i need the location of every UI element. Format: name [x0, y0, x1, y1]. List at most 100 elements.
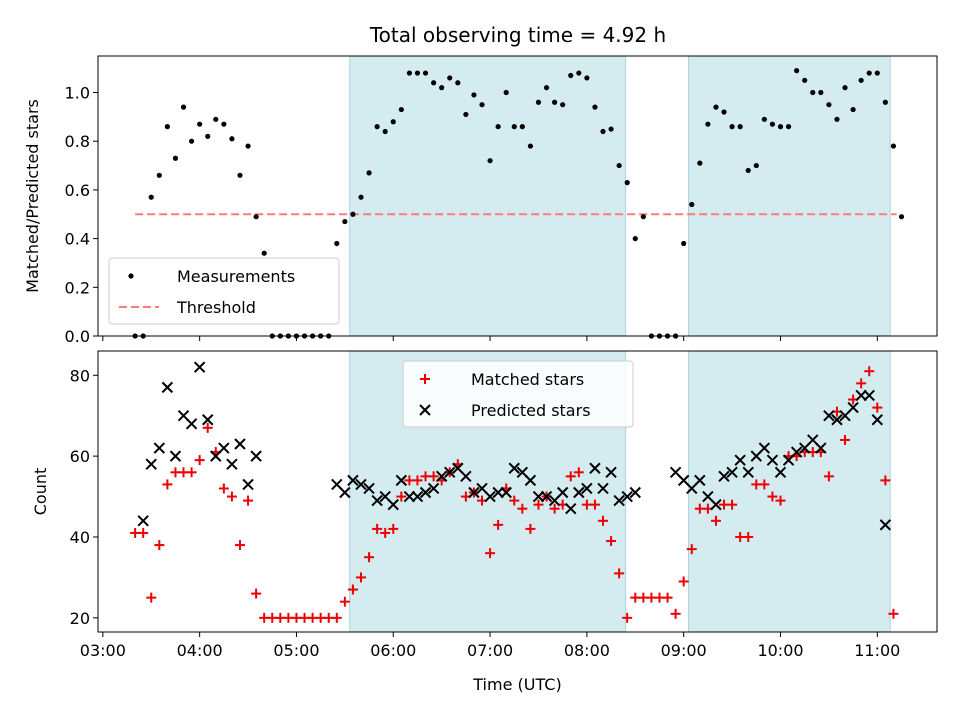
- predicted-point-b: [177, 409, 190, 422]
- measurement-point: [640, 214, 646, 220]
- predicted-point-b: [565, 502, 577, 515]
- predicted-point-b: [500, 486, 512, 499]
- measurement-point: [834, 116, 840, 122]
- predicted-point-b: [831, 414, 843, 426]
- predicted-point: [202, 414, 214, 426]
- predicted-point: [161, 381, 174, 394]
- legend-box: [402, 360, 634, 428]
- y-tick-label: 0.2: [65, 278, 90, 297]
- measurement-point: [342, 218, 348, 225]
- predicted-point-b: [435, 470, 448, 483]
- predicted-point: [718, 470, 730, 483]
- predicted-point: [863, 389, 875, 402]
- measurement-point: [334, 240, 340, 247]
- measurement-point: [519, 124, 525, 130]
- measurement-point: [818, 89, 824, 96]
- predicted-point-b: [379, 490, 391, 503]
- measurement-point: [156, 172, 162, 178]
- x-tick-label: 04:00: [177, 641, 223, 660]
- measurement-point: [366, 170, 372, 176]
- matched-point: [218, 483, 229, 494]
- matched-point: [234, 540, 245, 551]
- predicted-point-b: [476, 482, 488, 495]
- predicted-point: [831, 414, 843, 426]
- predicted-point-b: [524, 474, 537, 487]
- measurement-point: [713, 104, 719, 110]
- legend-marker-predicted-b: [419, 404, 431, 416]
- measurement-point: [552, 99, 558, 105]
- measurement-point: [253, 214, 259, 220]
- y-tick-label: 0.6: [65, 181, 90, 200]
- predicted-point-b: [226, 458, 238, 470]
- predicted-point: [137, 515, 149, 527]
- predicted-point-b: [508, 462, 520, 474]
- predicted-point: [581, 482, 593, 495]
- matched-point: [396, 491, 407, 502]
- measurement-point: [398, 106, 404, 113]
- matched-point: [864, 366, 875, 377]
- measurement-point: [689, 201, 695, 208]
- measurement-point: [681, 240, 687, 247]
- matched-point: [364, 552, 375, 563]
- predicted-point-b: [331, 478, 343, 491]
- predicted-point-b: [556, 486, 569, 499]
- matched-point: [775, 495, 786, 506]
- predicted-point-b: [605, 466, 617, 479]
- predicted-point: [605, 466, 617, 479]
- predicted-point-b: [484, 490, 496, 503]
- predicted-point-b: [879, 519, 892, 531]
- measurement-point: [487, 158, 493, 164]
- measurement-point: [705, 121, 711, 127]
- x-axis-label: Time (UTC): [472, 675, 561, 694]
- matched-point: [872, 402, 883, 413]
- matched-point: [533, 499, 544, 510]
- matched-point: [380, 527, 391, 538]
- matched-point: [565, 471, 576, 482]
- y-tick-label: 40: [70, 528, 90, 547]
- measurement-point: [560, 102, 566, 108]
- predicted-point: [540, 490, 553, 503]
- predicted-point-b: [169, 450, 182, 462]
- measurement-point: [592, 104, 598, 110]
- figure-title: Total observing time = 4.92 h: [369, 23, 666, 47]
- measurement-point: [769, 121, 776, 127]
- predicted-point-b: [734, 454, 746, 466]
- predicted-point-b: [145, 458, 157, 470]
- predicted-point: [145, 458, 157, 470]
- predicted-point-b: [774, 466, 787, 479]
- matched-point: [251, 588, 262, 599]
- measurement-point: [205, 133, 211, 139]
- predicted-point: [185, 418, 198, 430]
- y-tick-label: 1.0: [65, 84, 90, 103]
- predicted-point-b: [573, 486, 585, 499]
- matched-point: [759, 479, 770, 490]
- measurement-point: [237, 172, 243, 178]
- predicted-point: [758, 442, 771, 454]
- predicted-point-b: [193, 361, 206, 373]
- shaded-interval: [688, 55, 891, 337]
- predicted-point-b: [823, 409, 835, 422]
- predicted-point: [597, 482, 609, 495]
- predicted-point: [395, 474, 408, 487]
- measurement-point: [858, 77, 864, 83]
- predicted-point: [774, 466, 787, 479]
- predicted-point-b: [218, 442, 230, 454]
- measurement-point: [842, 85, 848, 91]
- y-tick-label: 0.4: [65, 230, 90, 249]
- predicted-point-b: [726, 466, 738, 479]
- matched-point: [767, 491, 778, 502]
- x-tick-label: 10:00: [757, 641, 803, 660]
- predicted-point: [508, 462, 520, 474]
- predicted-point-b: [250, 450, 262, 462]
- predicted-point: [427, 482, 440, 495]
- x-tick-label: 06:00: [370, 641, 416, 660]
- predicted-point: [339, 486, 351, 499]
- measurement-point: [463, 111, 469, 118]
- matched-point: [347, 584, 358, 595]
- measurement-point: [568, 72, 574, 79]
- predicted-point-b: [815, 442, 827, 454]
- predicted-point-b: [460, 470, 472, 483]
- predicted-point: [734, 454, 746, 466]
- predicted-point-b: [355, 478, 367, 491]
- predicted-point-b: [137, 515, 149, 527]
